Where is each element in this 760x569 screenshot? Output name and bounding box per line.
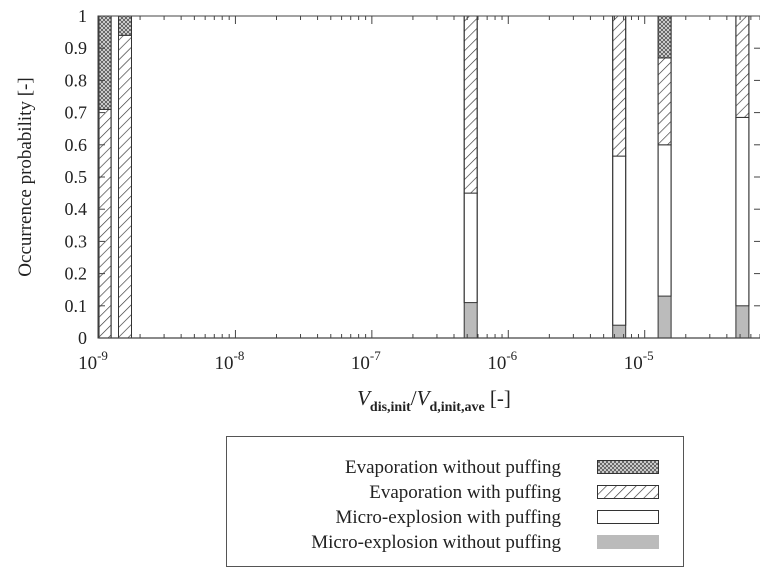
legend-swatch-evaporation-without-puffing [597, 460, 659, 474]
y-tick-label: 0.2 [65, 264, 88, 284]
micro-explosion-with-puffing-segment [612, 155, 627, 326]
bars-layer [97, 15, 750, 339]
evaporation-with-puffing-segment [735, 15, 750, 118]
y-tick-label: 0.6 [65, 135, 88, 155]
evaporation-with-puffing-segment [463, 15, 478, 194]
y-tick-label: 0.9 [65, 38, 88, 58]
micro-explosion-with-puffing-segment [735, 116, 750, 307]
legend-item-evaporation-without-puffing: Evaporation without puffing [227, 457, 683, 479]
legend-label: Micro-explosion with puffing [335, 507, 561, 528]
y-tick-label: 0.4 [65, 199, 88, 219]
y-tick-label: 0.8 [65, 70, 88, 90]
evaporation-with-puffing-segment [657, 57, 672, 146]
legend-label: Micro-explosion without puffing [311, 532, 561, 553]
y-tick-label: 0.5 [65, 167, 88, 187]
legend-label: Evaporation with puffing [369, 482, 561, 503]
evaporation-without-puffing-segment [97, 15, 112, 110]
micro-explosion-without-puffing-segment [612, 325, 626, 338]
evaporation-without-puffing-segment [118, 15, 132, 36]
evaporation-with-puffing-segment [97, 108, 112, 339]
legend-item-micro-explosion-without-puffing: Micro-explosion without puffing [227, 532, 683, 554]
legend-item-micro-explosion-with-puffing: Micro-explosion with puffing [227, 507, 683, 529]
legend-label: Evaporation without puffing [344, 457, 561, 478]
x-tick-label: 10-8 [215, 348, 245, 374]
micro-explosion-without-puffing-segment [464, 302, 478, 338]
legend-item-evaporation-with-puffing: Evaporation with puffing [227, 482, 683, 504]
legend-swatch-evaporation-with-puffing [597, 485, 659, 499]
x-tick-label: 10-6 [487, 348, 517, 374]
micro-explosion-without-puffing-segment [658, 296, 672, 338]
y-tick-label: 0.3 [65, 231, 88, 251]
evaporation-with-puffing-segment [118, 34, 132, 339]
micro-explosion-with-puffing-segment [463, 192, 478, 304]
y-tick-label: 0.1 [65, 296, 88, 316]
x-axis-title: Vdis,init/Vd,init,ave [-] [357, 386, 511, 415]
legend-swatch-micro-explosion-with-puffing [597, 510, 659, 524]
y-tick-label: 0 [78, 328, 87, 348]
y-axis-title: Occurrence probability [-] [15, 77, 36, 276]
y-tick-label: 1 [78, 6, 87, 26]
x-tick-label: 10-9 [78, 348, 108, 374]
y-tick-label: 0.7 [65, 103, 88, 123]
x-tick-label: 10-5 [624, 348, 654, 374]
legend: Evaporation without puffing Evaporation … [226, 436, 684, 567]
micro-explosion-with-puffing-segment [657, 144, 672, 297]
axes-layer [98, 15, 760, 339]
occurrence-probability-chart: 0 0.1 0.2 0.3 0.4 0.5 0.6 0.7 0.8 0.9 1 Occurrence … [15, 6, 760, 415]
evaporation-without-puffing-segment [657, 15, 672, 59]
x-tick-label: 10-7 [351, 348, 381, 374]
micro-explosion-without-puffing-segment [735, 305, 749, 338]
evaporation-with-puffing-segment [612, 15, 627, 157]
legend-swatch-micro-explosion-without-puffing [597, 535, 659, 549]
